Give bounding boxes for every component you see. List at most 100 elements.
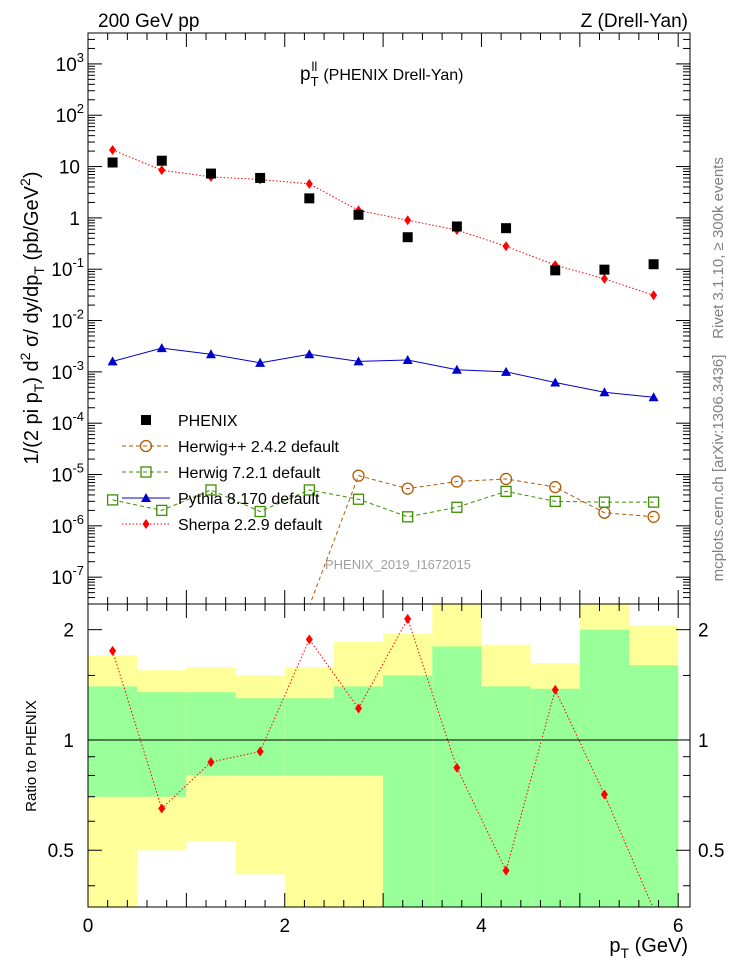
data-point-sherpa [404, 613, 412, 624]
data-point-pythia [107, 356, 118, 366]
data-point-herwigpp [499, 472, 513, 486]
y-tick-label: 10-2 [51, 307, 84, 333]
data-point-pythia [353, 356, 364, 366]
legend-label-herwig7: Herwig 7.2.1 default [178, 465, 321, 482]
ratio-y-tick-label-right: 2 [698, 621, 709, 642]
data-point-sherpa [600, 789, 608, 800]
x-tick-label: 6 [673, 916, 684, 937]
data-point-herwig7 [549, 495, 561, 507]
data-point-herwig7 [205, 484, 217, 496]
uncertainty-band-inner [235, 698, 285, 776]
y-tick-label: 10-7 [51, 563, 84, 589]
main-plot-area: 10-7 10-6 10-5 10-4 10-3 10-2 10-1 1 10 102 103 [51, 32, 691, 605]
data-point-herwig7 [598, 496, 611, 508]
data-point-phenix [107, 157, 118, 168]
legend-marker-pythia [141, 493, 151, 502]
data-point-sherpa [256, 746, 264, 757]
data-point-pythia [255, 357, 266, 367]
legend-label-sherpa: Sherpa 2.2.9 default [178, 517, 323, 534]
ratio-y-tick-label: 0.5 [48, 841, 74, 862]
series-line-herwig7 [112, 489, 654, 518]
header-right: Z (Drell-Yan) [581, 11, 688, 32]
data-point-herwigpp [647, 510, 660, 523]
data-point-herwig7 [402, 511, 414, 523]
analysis-watermark: PHENIX_2019_I1672015 [325, 557, 471, 572]
ratio-frame-border [87, 603, 691, 908]
uncertainty-band-inner [383, 675, 433, 907]
data-point-sherpa [502, 865, 510, 876]
data-point-sherpa [207, 757, 215, 768]
uncertainty-band-inner [333, 686, 384, 776]
data-point-herwigpp [549, 480, 562, 494]
data-point-sherpa [355, 703, 363, 714]
data-point-sherpa [109, 145, 117, 156]
data-point-phenix [501, 223, 512, 234]
data-point-phenix [648, 259, 659, 270]
x-tick-label: 4 [476, 916, 487, 937]
y-tick-label: 10-1 [51, 255, 84, 281]
rivet-version-label: Rivet 3.1.10, ≥ 300k events [710, 157, 727, 339]
data-point-pythia [156, 343, 167, 353]
data-point-pythia [550, 377, 561, 387]
x-tick-label: 0 [83, 916, 94, 937]
ratio-y-tick-label-right: 1 [698, 731, 709, 752]
data-point-herwig7 [106, 494, 119, 506]
ratio-plot-area: 0 2 4 6 0.5 0.5 1 1 2 2 [48, 603, 724, 937]
data-point-herwigpp [352, 469, 365, 482]
uncertainty-band-inner [530, 688, 580, 907]
legend-marker-phenix [141, 415, 151, 425]
data-point-herwig7 [254, 505, 266, 518]
data-point-sherpa [502, 241, 510, 252]
y-tick-label: 10 [59, 158, 80, 179]
mcplots-label: mcplots.cern.ch [arXiv:1306.3436] [710, 355, 727, 582]
data-point-pythia [451, 364, 462, 374]
series-line-sherpa [112, 617, 654, 907]
series-line-pythia [112, 347, 654, 398]
main-series [106, 145, 660, 604]
y-tick-label: 10-4 [51, 409, 84, 435]
uncertainty-band-inner [88, 686, 138, 797]
legend-marker-herwig7 [140, 466, 152, 478]
data-point-phenix [156, 155, 167, 166]
data-point-sherpa [109, 645, 117, 656]
data-point-sherpa [650, 290, 658, 301]
uncertainty-band-inner [629, 665, 679, 907]
legend-label-phenix: PHENIX [178, 413, 238, 430]
data-point-phenix [353, 209, 364, 220]
legend-label-pythia: Pythia 8.170 default [178, 491, 320, 508]
y-tick-label: 1 [69, 209, 80, 230]
legend-marker-sherpa [142, 519, 150, 529]
data-point-phenix [255, 172, 266, 183]
data-point-herwigpp [450, 475, 464, 488]
data-point-phenix [550, 265, 561, 276]
data-point-sherpa [453, 762, 461, 773]
data-point-herwig7 [156, 504, 168, 517]
y-tick-label: 10-5 [51, 461, 84, 487]
header-left: 200 GeV pp [98, 11, 199, 32]
legend-marker-herwigpp [139, 439, 153, 453]
data-point-sherpa [305, 634, 313, 645]
data-point-pythia [205, 349, 216, 359]
main-y-axis-label: 1/(2 pi pT) d2 σ/ dy/dpT (pb/GeV2) [17, 172, 47, 465]
y-tick-label: 10-3 [51, 358, 84, 384]
y-tick-label: 10-6 [51, 512, 84, 538]
uncertainty-band-inner [137, 692, 187, 797]
data-point-sherpa [158, 165, 166, 176]
uncertainty-band-inner [284, 698, 334, 776]
ratio-y-axis-label: Ratio to PHENIX [23, 700, 40, 812]
y-tick-label: 103 [56, 50, 84, 76]
ratio-y-tick-label: 2 [63, 621, 74, 642]
x-tick-label: 2 [279, 916, 290, 937]
data-point-sherpa [404, 215, 412, 226]
uncertainty-band-inner [579, 629, 630, 907]
x-axis-label: pT (GeV) [609, 935, 688, 961]
data-point-phenix [304, 193, 315, 204]
data-point-sherpa [600, 273, 608, 284]
data-point-pythia [304, 349, 315, 359]
ratio-y-tick-label: 1 [63, 731, 74, 752]
legend-label-herwigpp: Herwig++ 2.4.2 default [178, 439, 340, 456]
data-point-sherpa [305, 178, 313, 189]
data-point-herwig7 [647, 496, 660, 508]
data-point-herwig7 [500, 485, 512, 497]
